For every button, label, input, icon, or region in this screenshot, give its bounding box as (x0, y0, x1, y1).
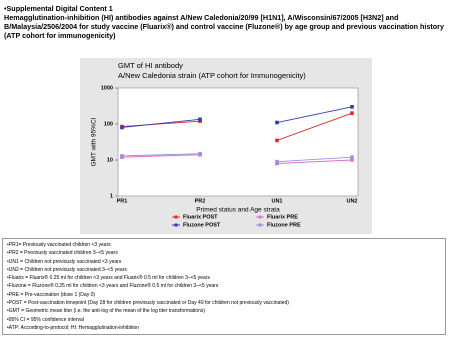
chart-subtitle: A/New Caledonia strain (ATP cohort for I… (118, 71, 306, 80)
data-point (198, 117, 202, 122)
x-tick-label: PR1 (117, 198, 128, 204)
data-point (350, 111, 354, 115)
data-point (275, 120, 279, 125)
footnote: •95% CI = 95% confidence interval (7, 316, 84, 323)
data-point (350, 155, 354, 159)
footnote: •Fluzone = Fluzone® 0.25 ml for children… (7, 283, 219, 290)
x-tick-label: PR2 (195, 198, 206, 204)
footnote: •PR2 = Previously vaccinated children 3–… (7, 250, 118, 257)
footnote: •GMT = Geometric mean titer (i.e. the an… (7, 308, 205, 315)
series-line (121, 118, 201, 128)
data-point (120, 154, 124, 158)
data-point (275, 138, 279, 143)
header-label: •Supplemental Digital Content 1 (4, 4, 113, 13)
data-point (350, 158, 354, 162)
header-title: Hemagglutination-inhibition (HI) antibod… (4, 13, 444, 40)
x-tick-label: UN1 (271, 198, 282, 204)
y-tick-label: 100 (104, 121, 113, 127)
data-point (275, 159, 279, 164)
data-point (275, 161, 279, 166)
data-point (350, 105, 354, 109)
y-tick-label: 10 (107, 157, 113, 163)
footnote: •PR1= Previously vaccinated children <3 … (7, 242, 111, 248)
series-line (121, 154, 201, 158)
legend-marker (258, 223, 262, 227)
series-line (121, 153, 201, 157)
legend-label: Fluzone POST (183, 222, 221, 228)
legend-marker (258, 215, 262, 219)
plot-area (117, 87, 359, 197)
footnote: •UN2 = Children not previously vaccinate… (7, 266, 127, 273)
y-tick-label: 1 (110, 193, 113, 199)
header: •Supplemental Digital Content 1 Hemagglu… (4, 4, 444, 40)
legend-label: Fluarix PRE (267, 214, 298, 220)
legend-label: Fluzone PRE (267, 222, 301, 228)
series-line (276, 159, 353, 164)
footnote: •PRE = Pre-vaccination (dose 1 (Day 0) (7, 291, 96, 298)
x-tick-label: UN2 (346, 198, 357, 204)
footnote: •Fluarix = Fluarix® 0.25 ml for children… (7, 275, 210, 282)
x-axis-label: Primed status and Age strata (196, 207, 280, 214)
data-point (120, 125, 124, 130)
y-tick-label: 1000 (101, 85, 113, 91)
footnote: •ATP: According-to-protocol; HI: Hemaggl… (7, 324, 139, 331)
data-point (198, 151, 202, 156)
footnote: •UN1 = Children not previously vaccinate… (7, 258, 122, 265)
footnotes: •PR1= Previously vaccinated children <3 … (2, 238, 446, 335)
legend-marker (174, 215, 178, 219)
footnote: •POST = Post-vaccination timepoint (Day … (7, 300, 289, 307)
y-axis-label: GMT with 95%CI (91, 117, 98, 166)
chart-title: GMT of HI antibody (118, 61, 183, 70)
data-point (198, 119, 202, 123)
series-line (276, 106, 353, 123)
legend-marker (174, 223, 178, 227)
series-line (276, 156, 353, 163)
series-line (276, 112, 353, 141)
legend-label: Fluarix POST (183, 214, 218, 220)
